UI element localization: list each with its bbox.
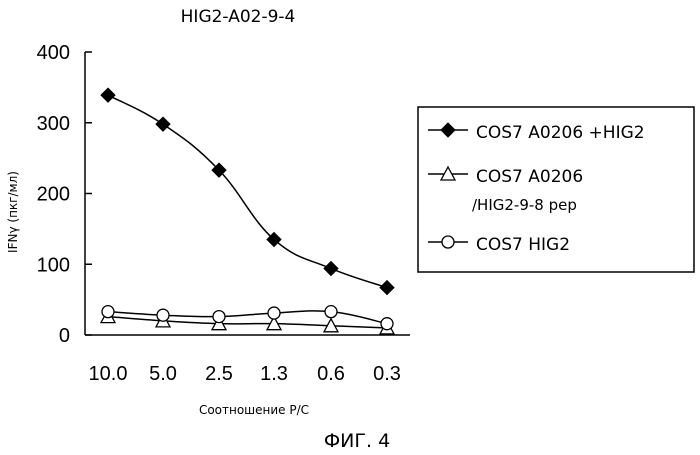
x-tick-label: 0.6	[317, 363, 345, 385]
x-tick-label: 2.5	[205, 363, 233, 385]
y-tick-label: 0	[59, 325, 70, 347]
circle-marker	[157, 309, 169, 321]
circle-marker	[442, 236, 454, 248]
x-tick-label: 5.0	[149, 363, 177, 385]
diamond-marker	[101, 88, 115, 102]
diamond-marker	[156, 117, 170, 131]
y-tick-label: 200	[37, 184, 70, 206]
y-axis: 0 100 200 300 400	[37, 42, 92, 347]
x-tick-label: 0.3	[373, 363, 401, 385]
legend-label: COS7 A0206 +HIG2	[476, 123, 645, 143]
chart-figure: HIG2-A02-9-4 0 100 200 300 400 10.0 5.0 2.5 1.3…	[0, 0, 700, 455]
circle-marker	[102, 306, 114, 318]
series-1	[101, 88, 394, 294]
x-axis-label: Соотношение Р/С	[199, 403, 309, 417]
legend-label: COS7 HIG2	[476, 235, 570, 255]
y-tick-label: 300	[37, 113, 70, 135]
circle-marker	[268, 307, 280, 319]
figure-caption: ФИГ. 4	[324, 430, 390, 452]
series-line	[108, 95, 387, 287]
legend-label: COS7 A0206	[476, 167, 583, 187]
x-tick-label: 10.0	[89, 363, 128, 385]
y-axis-label: IFNγ (пкг/мл)	[6, 171, 20, 253]
diamond-marker	[324, 261, 338, 275]
y-tick-label: 400	[37, 42, 70, 64]
circle-marker	[381, 318, 393, 330]
x-axis: 10.0 5.0 2.5 1.3 0.6 0.3	[85, 335, 410, 385]
legend-label: /HIG2-9-8 pep	[472, 196, 577, 214]
circle-marker	[325, 306, 337, 318]
series-line	[108, 311, 387, 324]
legend: COS7 A0206 +HIG2 COS7 A0206/HIG2-9-8 pep C…	[418, 107, 694, 272]
diamond-marker	[380, 281, 394, 295]
series-group	[101, 88, 394, 334]
series-line	[108, 317, 387, 328]
x-tick-label: 1.3	[260, 363, 288, 385]
circle-marker	[213, 311, 225, 323]
chart-title: HIG2-A02-9-4	[181, 7, 296, 27]
y-tick-label: 100	[37, 254, 70, 276]
series-2	[101, 310, 394, 334]
